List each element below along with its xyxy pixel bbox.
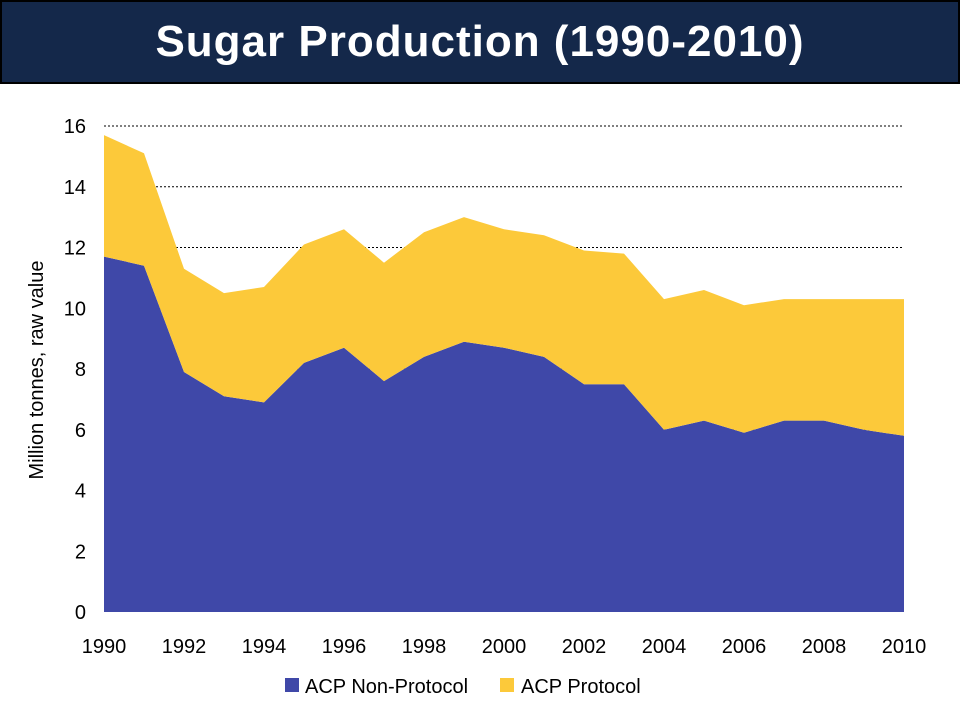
y-tick-label: 10 <box>64 298 86 320</box>
y-axis-ticks: 0 2 4 6 8 10 12 14 16 <box>64 116 86 624</box>
area-series-acp-non-protocol <box>104 256 904 612</box>
x-tick-label: 2006 <box>722 636 767 658</box>
y-tick-label: 4 <box>75 481 86 503</box>
y-tick-label: 8 <box>75 359 86 381</box>
x-tick-label: 1996 <box>322 636 367 658</box>
plot-areas <box>104 135 904 612</box>
y-tick-label: 2 <box>75 541 86 563</box>
x-tick-label: 2010 <box>882 636 927 658</box>
y-axis-label: Million tonnes, raw value <box>26 261 48 480</box>
chart-title: Sugar Production (1990-2010) <box>155 17 805 66</box>
x-tick-label: 1992 <box>162 636 207 658</box>
x-tick-label: 1990 <box>82 636 127 658</box>
x-tick-label: 2004 <box>642 636 687 658</box>
x-tick-label: 2002 <box>562 636 607 658</box>
area-series-acp-protocol <box>104 135 904 436</box>
x-tick-label: 2000 <box>482 636 527 658</box>
legend: ACP Non-Protocol ACP Protocol <box>285 676 641 698</box>
y-tick-label: 16 <box>64 116 86 138</box>
x-tick-label: 2008 <box>802 636 847 658</box>
x-tick-label: 1994 <box>242 636 287 658</box>
legend-swatch <box>285 678 299 692</box>
y-tick-label: 6 <box>75 420 86 442</box>
x-axis-ticks: 1990 1992 1994 1996 1998 2000 2002 2004 2006 2008… <box>82 636 927 658</box>
y-tick-label: 0 <box>75 602 86 624</box>
title-bar: Sugar Production (1990-2010) <box>0 0 960 84</box>
y-tick-label: 14 <box>64 177 86 199</box>
legend-swatch <box>500 678 514 692</box>
legend-label: ACP Non-Protocol <box>305 676 468 698</box>
y-tick-label: 12 <box>64 238 86 260</box>
x-tick-label: 1998 <box>402 636 447 658</box>
legend-label: ACP Protocol <box>521 676 641 698</box>
